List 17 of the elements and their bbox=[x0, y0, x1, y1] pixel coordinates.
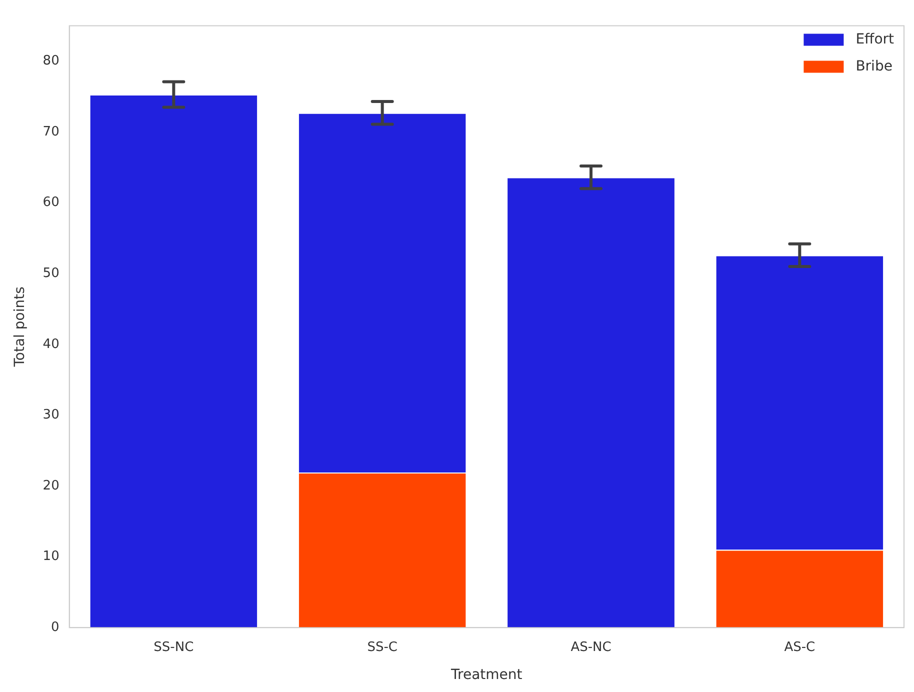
y-tick-label: 70 bbox=[42, 124, 60, 140]
y-tick-label: 60 bbox=[42, 195, 60, 210]
x-tick-label: SS-C bbox=[367, 640, 398, 655]
y-tick-label: 30 bbox=[42, 408, 60, 423]
y-tick-label: 20 bbox=[42, 478, 60, 494]
y-tick-label: 50 bbox=[42, 266, 60, 281]
y-tick-label: 10 bbox=[42, 549, 60, 564]
y-axis-title: Total points bbox=[12, 286, 28, 368]
x-tick-label: AS-C bbox=[784, 640, 816, 655]
y-tick-label: 80 bbox=[42, 54, 60, 69]
y-tick-label: 40 bbox=[42, 336, 60, 352]
legend-label: Bribe bbox=[856, 58, 892, 74]
x-axis-title: Treatment bbox=[450, 667, 523, 684]
legend-label: Effort bbox=[856, 31, 895, 48]
y-tick-label: 0 bbox=[51, 620, 60, 635]
x-tick-label: AS-NC bbox=[570, 640, 612, 655]
x-tick-label: SS-NC bbox=[154, 640, 194, 655]
